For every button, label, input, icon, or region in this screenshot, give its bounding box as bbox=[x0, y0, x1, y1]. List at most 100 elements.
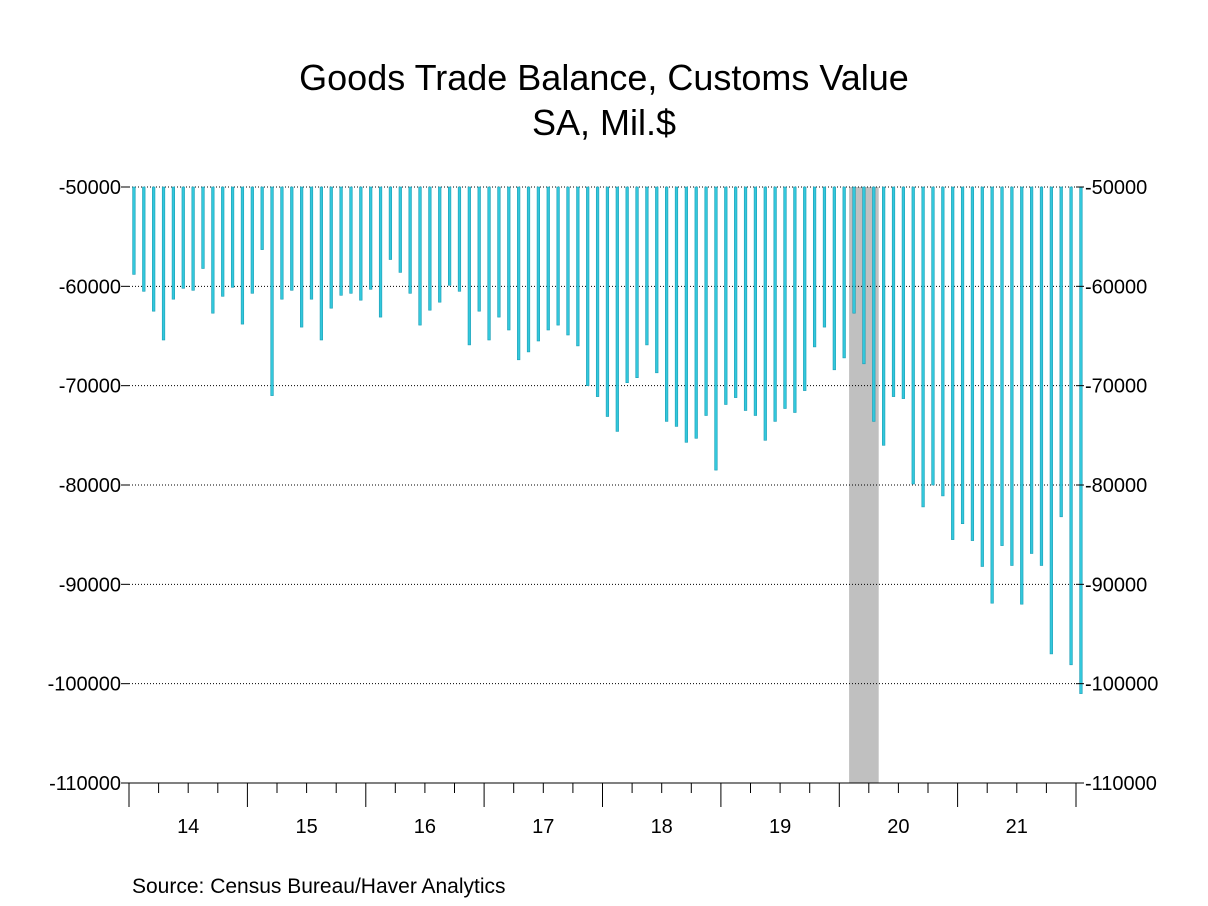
bar bbox=[941, 186, 945, 497]
bar bbox=[1059, 186, 1063, 518]
y-tick-label-left: -100000 bbox=[48, 674, 121, 696]
bar bbox=[753, 186, 757, 416]
y-tick-label-right: -70000 bbox=[1085, 376, 1147, 398]
bar bbox=[803, 186, 807, 391]
bar bbox=[734, 186, 738, 398]
bar bbox=[290, 186, 294, 291]
bar bbox=[517, 186, 521, 361]
bar bbox=[280, 186, 284, 300]
bar bbox=[783, 186, 787, 409]
bar bbox=[211, 186, 215, 314]
y-tick-label-right: -60000 bbox=[1085, 276, 1147, 298]
bar bbox=[161, 186, 166, 341]
bar bbox=[1030, 186, 1034, 554]
bar bbox=[1069, 186, 1073, 666]
y-tick-label-right: -90000 bbox=[1085, 574, 1147, 596]
bar bbox=[931, 186, 935, 486]
x-tick-label: 16 bbox=[414, 816, 436, 838]
bar bbox=[901, 186, 905, 399]
x-tick-label: 17 bbox=[532, 816, 554, 838]
bar bbox=[546, 186, 550, 331]
bar bbox=[132, 186, 136, 275]
bar bbox=[1020, 186, 1024, 605]
y-tick-label-right: -80000 bbox=[1085, 475, 1147, 497]
source-note: Source: Census Bureau/Haver Analytics bbox=[132, 875, 506, 898]
bar bbox=[576, 186, 580, 347]
bar bbox=[309, 186, 314, 300]
bar bbox=[152, 186, 156, 312]
y-tick-label-left: -110000 bbox=[49, 773, 121, 795]
bar bbox=[418, 186, 422, 326]
bar bbox=[142, 186, 146, 292]
bar bbox=[832, 186, 836, 371]
y-tick-label-left: -50000 bbox=[59, 177, 121, 199]
bar bbox=[369, 186, 373, 290]
bar bbox=[221, 186, 225, 297]
bar bbox=[497, 186, 501, 318]
bar bbox=[270, 186, 274, 396]
x-tick-label: 14 bbox=[177, 816, 199, 838]
x-tick-label: 21 bbox=[1006, 816, 1028, 838]
bar bbox=[339, 186, 343, 296]
x-tick-label: 18 bbox=[651, 816, 673, 838]
bar bbox=[1049, 186, 1053, 655]
bar bbox=[763, 186, 767, 441]
bar bbox=[615, 186, 619, 432]
bar bbox=[526, 186, 531, 353]
bar bbox=[822, 186, 827, 328]
bar bbox=[191, 186, 195, 291]
bar bbox=[990, 186, 994, 604]
bar bbox=[260, 186, 264, 250]
bar bbox=[230, 186, 235, 288]
chart-title: Goods Trade Balance, Customs Value bbox=[299, 57, 909, 98]
x-tick-label: 19 bbox=[769, 816, 791, 838]
bar bbox=[487, 186, 491, 341]
y-tick-label-right: -50000 bbox=[1085, 177, 1147, 199]
bar bbox=[635, 186, 639, 378]
bar bbox=[842, 186, 846, 359]
bar bbox=[605, 186, 610, 417]
bar bbox=[378, 186, 383, 318]
bar bbox=[852, 186, 856, 314]
bar bbox=[625, 186, 629, 383]
bar bbox=[793, 186, 797, 413]
y-tick-label-left: -90000 bbox=[59, 574, 121, 596]
bar bbox=[171, 186, 175, 300]
bar bbox=[704, 186, 708, 416]
bar bbox=[388, 186, 393, 260]
bar bbox=[951, 186, 955, 540]
bar bbox=[911, 186, 915, 485]
bar bbox=[438, 186, 442, 303]
bar bbox=[1039, 186, 1044, 566]
bar bbox=[714, 186, 718, 471]
x-tick-label: 15 bbox=[295, 816, 317, 838]
bar bbox=[181, 186, 185, 289]
bar bbox=[457, 186, 462, 292]
y-tick-label-left: -60000 bbox=[59, 276, 121, 298]
bar bbox=[586, 186, 590, 386]
y-tick-label-right: -110000 bbox=[1085, 773, 1157, 795]
bar bbox=[773, 186, 777, 422]
bar bbox=[240, 186, 245, 325]
bar bbox=[349, 186, 353, 294]
bar bbox=[536, 186, 540, 342]
bar bbox=[250, 186, 254, 294]
bar bbox=[970, 186, 975, 541]
y-tick-label-right: -100000 bbox=[1085, 674, 1158, 696]
bar bbox=[556, 186, 560, 326]
bar bbox=[1010, 186, 1014, 566]
bar bbox=[1079, 186, 1083, 694]
bar bbox=[329, 186, 333, 309]
bar bbox=[595, 186, 600, 397]
bar bbox=[408, 186, 412, 294]
y-tick-label-left: -70000 bbox=[59, 376, 121, 398]
bar bbox=[319, 186, 323, 341]
bar bbox=[359, 186, 363, 301]
bar bbox=[398, 186, 402, 273]
bar bbox=[724, 186, 728, 405]
bar bbox=[862, 186, 866, 365]
bar bbox=[477, 186, 481, 312]
bar bbox=[980, 186, 984, 567]
bar bbox=[507, 186, 511, 331]
